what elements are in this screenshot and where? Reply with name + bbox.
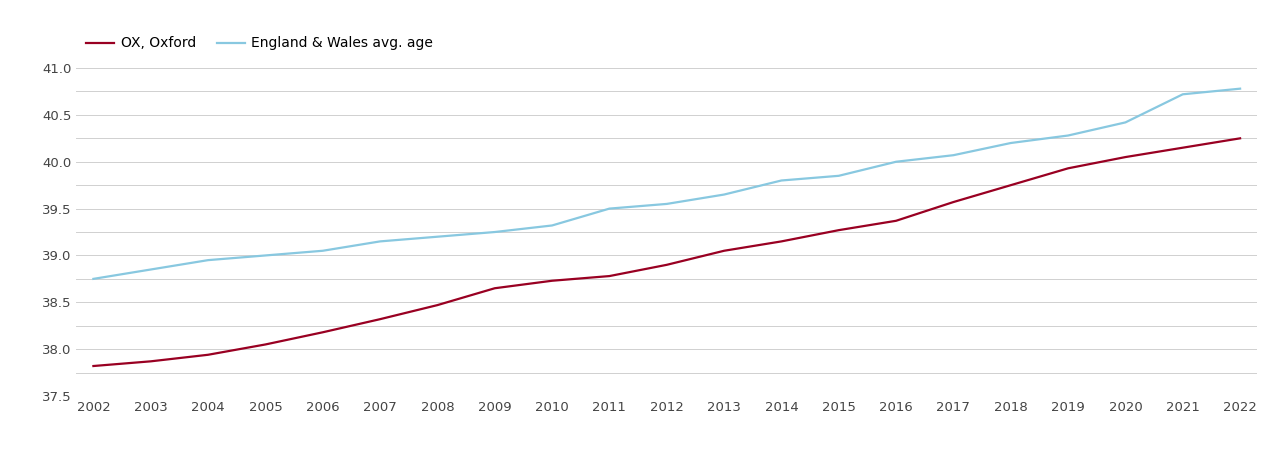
England & Wales avg. age — [889, 159, 904, 164]
England & Wales avg. age — [1175, 92, 1190, 97]
Line: OX, Oxford: OX, Oxford — [94, 138, 1240, 366]
England & Wales avg. age — [831, 173, 846, 179]
England & Wales avg. age — [602, 206, 617, 211]
England & Wales avg. age — [773, 178, 789, 183]
OX, Oxford — [1232, 135, 1247, 141]
England & Wales avg. age — [659, 201, 674, 207]
OX, Oxford — [946, 199, 961, 205]
OX, Oxford — [1060, 166, 1076, 171]
OX, Oxford — [258, 342, 273, 347]
England & Wales avg. age — [1003, 140, 1019, 146]
OX, Oxford — [831, 227, 846, 233]
OX, Oxford — [545, 278, 560, 284]
England & Wales avg. age — [86, 276, 102, 282]
England & Wales avg. age — [1232, 86, 1247, 91]
England & Wales avg. age — [372, 238, 387, 244]
England & Wales avg. age — [716, 192, 732, 197]
OX, Oxford — [86, 363, 102, 369]
OX, Oxford — [716, 248, 732, 253]
OX, Oxford — [429, 302, 444, 308]
England & Wales avg. age — [315, 248, 330, 253]
England & Wales avg. age — [946, 153, 961, 158]
OX, Oxford — [659, 262, 674, 267]
England & Wales avg. age — [1118, 120, 1133, 125]
England & Wales avg. age — [429, 234, 444, 239]
England & Wales avg. age — [201, 257, 216, 263]
England & Wales avg. age — [1060, 133, 1076, 138]
OX, Oxford — [1003, 183, 1019, 188]
OX, Oxford — [773, 238, 789, 244]
OX, Oxford — [1118, 154, 1133, 160]
England & Wales avg. age — [545, 223, 560, 228]
OX, Oxford — [1175, 145, 1190, 150]
OX, Oxford — [315, 329, 330, 335]
OX, Oxford — [201, 352, 216, 357]
OX, Oxford — [144, 359, 159, 364]
England & Wales avg. age — [258, 253, 273, 258]
England & Wales avg. age — [144, 267, 159, 272]
OX, Oxford — [602, 273, 617, 279]
OX, Oxford — [488, 286, 503, 291]
Line: England & Wales avg. age: England & Wales avg. age — [94, 89, 1240, 279]
Legend: OX, Oxford, England & Wales avg. age: OX, Oxford, England & Wales avg. age — [83, 34, 436, 53]
England & Wales avg. age — [488, 230, 503, 235]
OX, Oxford — [889, 218, 904, 224]
OX, Oxford — [372, 316, 387, 322]
